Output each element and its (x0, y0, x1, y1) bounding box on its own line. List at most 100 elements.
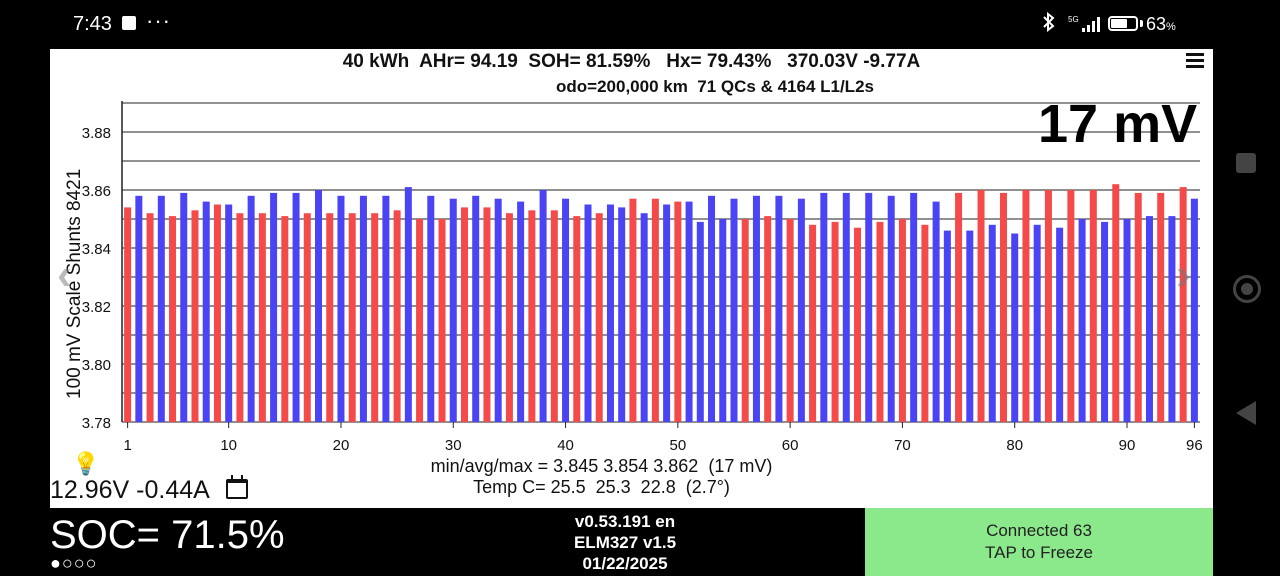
cell-bar-70 (898, 219, 906, 422)
cell-bar-38 (539, 190, 547, 422)
cell-bar-11 (236, 213, 244, 422)
connection-freeze-button[interactable]: Connected 63 TAP to Freeze (865, 508, 1213, 576)
cell-bar-15 (281, 216, 289, 422)
cell-bar-60 (786, 219, 794, 422)
cell-bar-12 (247, 195, 255, 422)
cell-bar-49 (663, 204, 671, 422)
cell-bar-48 (651, 198, 659, 422)
cell-bar-42 (584, 204, 592, 422)
cell-bar-1 (124, 207, 132, 422)
cell-bar-5 (169, 216, 177, 422)
x-tick-label: 30 (445, 437, 462, 454)
cell-bar-55 (730, 198, 738, 422)
freeze-hint: TAP to Freeze (984, 543, 1094, 562)
battery-icon (1108, 16, 1138, 31)
cell-bar-90 (1123, 219, 1131, 422)
cell-bar-66 (854, 227, 862, 422)
cell-bar-94 (1168, 216, 1176, 422)
page-indicator: ●○○○ (50, 553, 98, 573)
cell-bar-44 (606, 204, 614, 422)
network-type: 5G (1068, 15, 1079, 24)
cell-bar-81 (1022, 190, 1030, 422)
y-tick-label: 3.80 (82, 357, 111, 374)
x-tick-label: 60 (782, 437, 799, 454)
cell-bar-57 (752, 195, 760, 422)
signal-icon: 5G (1068, 14, 1104, 39)
cell-bar-34 (494, 198, 502, 422)
cell-bar-54 (719, 219, 727, 422)
cell-bar-93 (1157, 192, 1165, 422)
adapter-version: ELM327 v1.5 (573, 533, 677, 552)
cell-bar-10 (225, 204, 233, 422)
app-version: v0.53.191 en (574, 512, 676, 531)
y-tick-label: 3.78 (82, 415, 111, 432)
cell-bar-2 (135, 195, 143, 422)
voltage-spread: 17 mV (1038, 94, 1198, 154)
cell-bar-64 (831, 221, 839, 422)
cell-bar-68 (876, 221, 884, 422)
cell-bar-19 (326, 213, 334, 422)
next-screen-chevron-icon[interactable]: › (1176, 250, 1191, 299)
cell-bar-73 (932, 201, 940, 422)
x-tick-label: 20 (333, 437, 350, 454)
cell-bar-25 (393, 210, 401, 422)
cell-bar-65 (842, 192, 850, 422)
aux-battery-reading: 12.96V -0.44A (50, 476, 210, 504)
cell-bar-37 (528, 210, 536, 422)
back-icon[interactable] (1236, 401, 1256, 425)
x-tick-label: 1 (123, 437, 131, 454)
cell-bar-13 (258, 213, 266, 422)
cell-bar-89 (1112, 184, 1120, 422)
y-tick-label: 3.84 (82, 241, 111, 258)
cell-bar-47 (640, 213, 648, 422)
cell-bar-58 (764, 216, 772, 422)
lightbulb-icon[interactable]: 💡 (72, 451, 100, 476)
battery-tip (1140, 20, 1143, 27)
cell-bar-9 (213, 204, 221, 422)
cell-bar-17 (303, 213, 311, 422)
x-tick-label: 96 (1186, 437, 1203, 454)
cell-min-avg-max: min/avg/max = 3.845 3.854 3.862 (17 mV) (430, 456, 773, 476)
cell-bar-43 (595, 213, 603, 422)
previous-screen-chevron-icon[interactable]: ‹ (57, 250, 72, 299)
cell-bar-35 (505, 213, 513, 422)
cell-bar-33 (483, 207, 491, 422)
cell-bar-78 (988, 224, 996, 422)
x-tick-label: 50 (670, 437, 687, 454)
cell-bar-62 (809, 224, 817, 422)
y-tick-label: 3.86 (82, 183, 111, 200)
cell-bar-39 (550, 210, 558, 422)
cell-bar-79 (999, 192, 1007, 422)
cell-bar-23 (371, 213, 379, 422)
menu-icon[interactable] (1186, 53, 1204, 71)
y-tick-label: 3.82 (82, 299, 111, 316)
cell-bar-69 (887, 195, 895, 422)
cell-bar-52 (696, 221, 704, 422)
cell-bar-63 (820, 192, 828, 422)
cell-bar-18 (315, 190, 323, 422)
cell-bar-82 (1033, 224, 1041, 422)
cell-bar-28 (427, 195, 435, 422)
cell-bar-87 (1089, 190, 1097, 422)
x-tick-label: 40 (557, 437, 574, 454)
cell-bar-46 (629, 198, 637, 422)
cell-voltage-panel[interactable]: 3.88 3.86 3.84 3.82 3.80 3.78 1 10 20 30 40 50 60 70 8… (50, 49, 1213, 508)
cell-bar-16 (292, 192, 300, 422)
cell-bar-50 (674, 201, 682, 422)
calendar-icon[interactable] (226, 475, 248, 499)
cell-bar-74 (943, 230, 951, 422)
x-tick-label: 10 (220, 437, 237, 454)
cell-bar-31 (460, 207, 468, 422)
recent-apps-icon[interactable] (1236, 153, 1256, 173)
cell-bar-88 (1101, 221, 1109, 422)
cell-bar-36 (517, 201, 525, 422)
cell-bar-71 (910, 192, 918, 422)
version-info: v0.53.191 en ELM327 v1.5 01/22/2025 (569, 511, 681, 574)
bluetooth-icon (1041, 11, 1057, 37)
cell-bar-53 (708, 195, 716, 422)
x-tick-label: 80 (1006, 437, 1023, 454)
cell-bar-32 (472, 195, 480, 422)
cell-bar-72 (921, 224, 929, 422)
cell-bar-26 (404, 187, 412, 422)
home-icon[interactable] (1233, 275, 1261, 303)
